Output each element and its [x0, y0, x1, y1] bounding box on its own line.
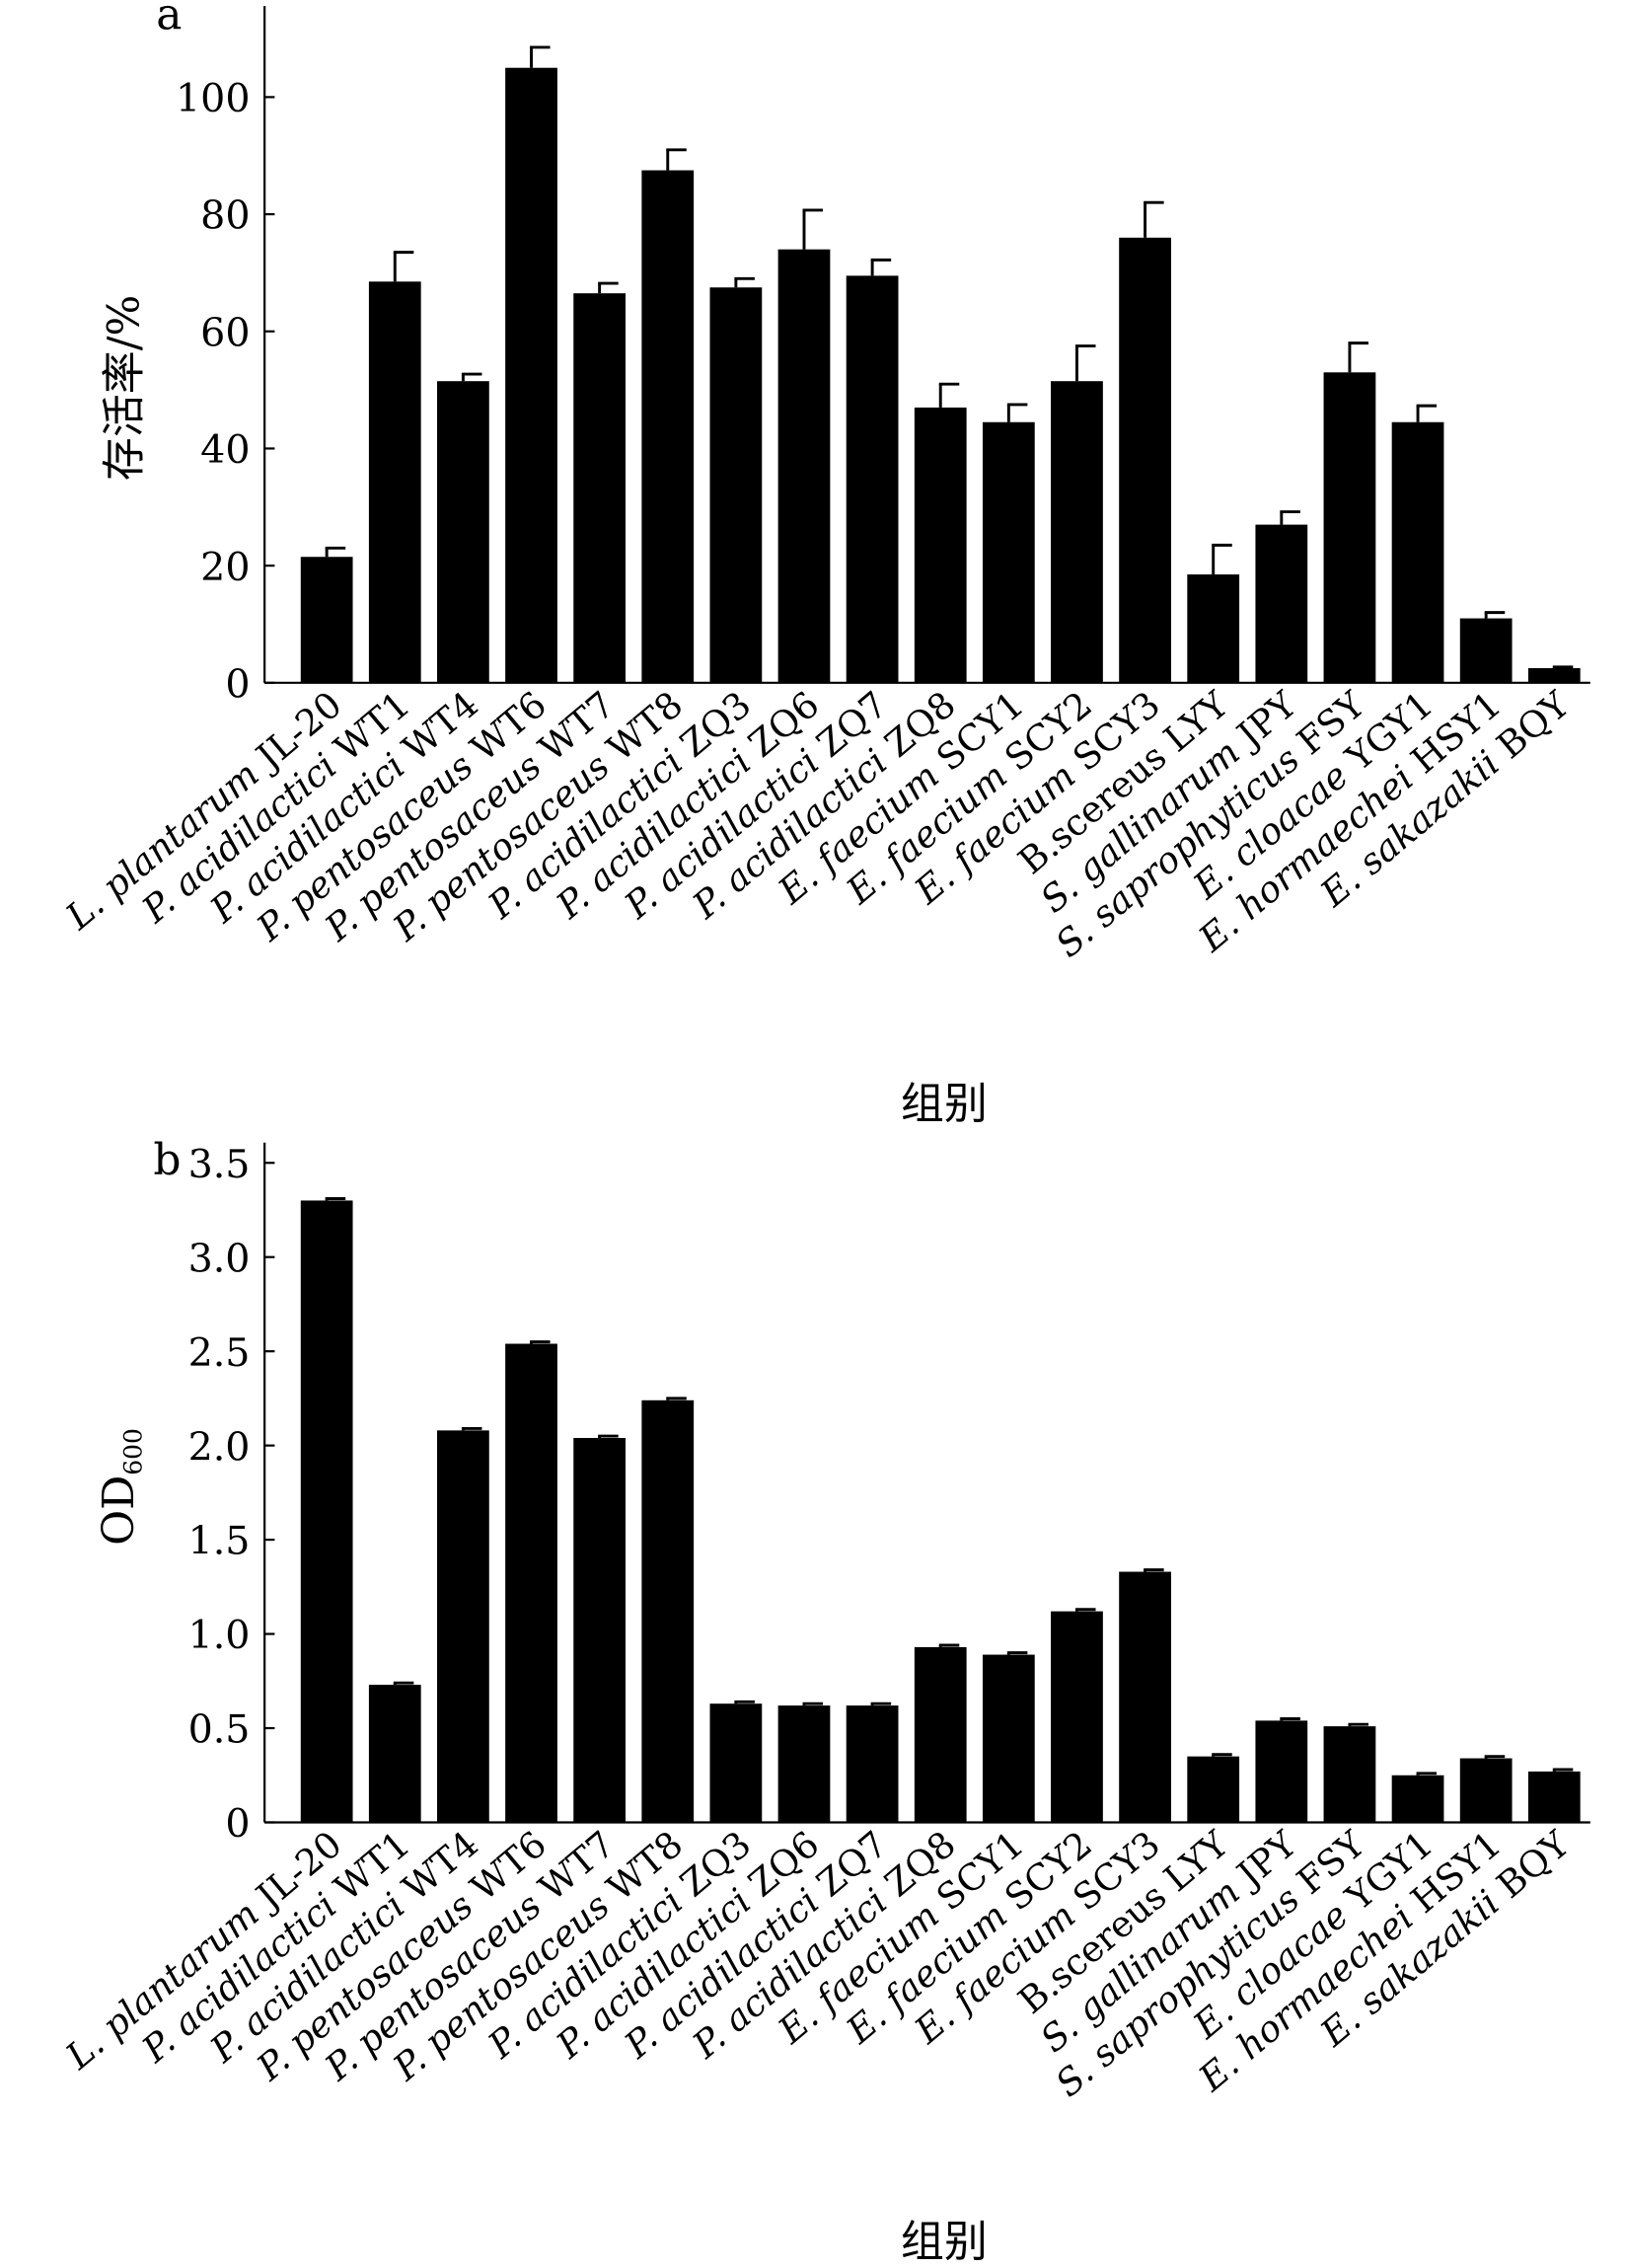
bar	[1459, 1758, 1513, 1823]
bar	[1323, 1726, 1376, 1823]
bar	[641, 170, 695, 683]
y-tick-label: 40	[200, 427, 250, 473]
bar	[777, 249, 831, 683]
bar	[1051, 1611, 1103, 1823]
y-tick-label: 1.0	[188, 1613, 251, 1658]
bar	[1187, 1756, 1240, 1823]
bar	[709, 287, 763, 683]
bar	[1391, 421, 1444, 683]
y-tick-label: 3.5	[188, 1142, 251, 1187]
bar	[1051, 381, 1103, 683]
bar	[1459, 618, 1513, 683]
y-tick-label: 60	[200, 310, 250, 355]
y-tick-label: 2.5	[188, 1330, 251, 1376]
y-tick-label: 20	[200, 545, 250, 590]
y-tick-label: 0	[225, 661, 250, 707]
bar	[300, 1200, 353, 1823]
bar	[982, 1654, 1035, 1823]
bar	[1391, 1775, 1444, 1823]
bar	[1323, 372, 1376, 683]
bar	[368, 1685, 421, 1823]
bar	[1187, 574, 1240, 683]
bar	[914, 1646, 967, 1823]
y-tick-label: 2.0	[188, 1424, 251, 1470]
bar	[846, 275, 899, 683]
bar	[505, 1343, 557, 1823]
bar	[573, 293, 627, 683]
bar	[914, 407, 967, 683]
bar	[1527, 1771, 1581, 1823]
bar	[1119, 1571, 1171, 1823]
x-axis-label: 组别	[901, 1079, 988, 1129]
bar	[982, 421, 1035, 683]
bar	[573, 1437, 627, 1823]
y-tick-label: 100	[176, 76, 250, 121]
bar	[1255, 524, 1308, 683]
y-axis-label: 存活率/%	[100, 295, 150, 481]
y-tick-label: 0	[225, 1801, 250, 1847]
bar	[437, 1430, 489, 1823]
bar	[846, 1705, 899, 1823]
y-tick-label: 1.5	[188, 1519, 251, 1564]
panel-label: a	[156, 0, 182, 40]
bar	[1255, 1720, 1308, 1823]
bar	[777, 1705, 831, 1823]
bar	[300, 557, 353, 683]
bar	[437, 381, 489, 683]
y-tick-label: 0.5	[188, 1707, 251, 1753]
bar	[368, 281, 421, 683]
bar	[1527, 667, 1581, 683]
y-axis-label: OD600	[94, 1428, 148, 1546]
bar	[641, 1399, 695, 1823]
y-tick-label: 80	[200, 193, 250, 239]
bar	[505, 67, 557, 683]
bar	[709, 1703, 763, 1823]
panel-label: b	[153, 1135, 181, 1185]
bar	[1119, 237, 1171, 683]
y-tick-label: 3.0	[188, 1236, 251, 1281]
x-axis-label: 组别	[901, 2217, 988, 2267]
